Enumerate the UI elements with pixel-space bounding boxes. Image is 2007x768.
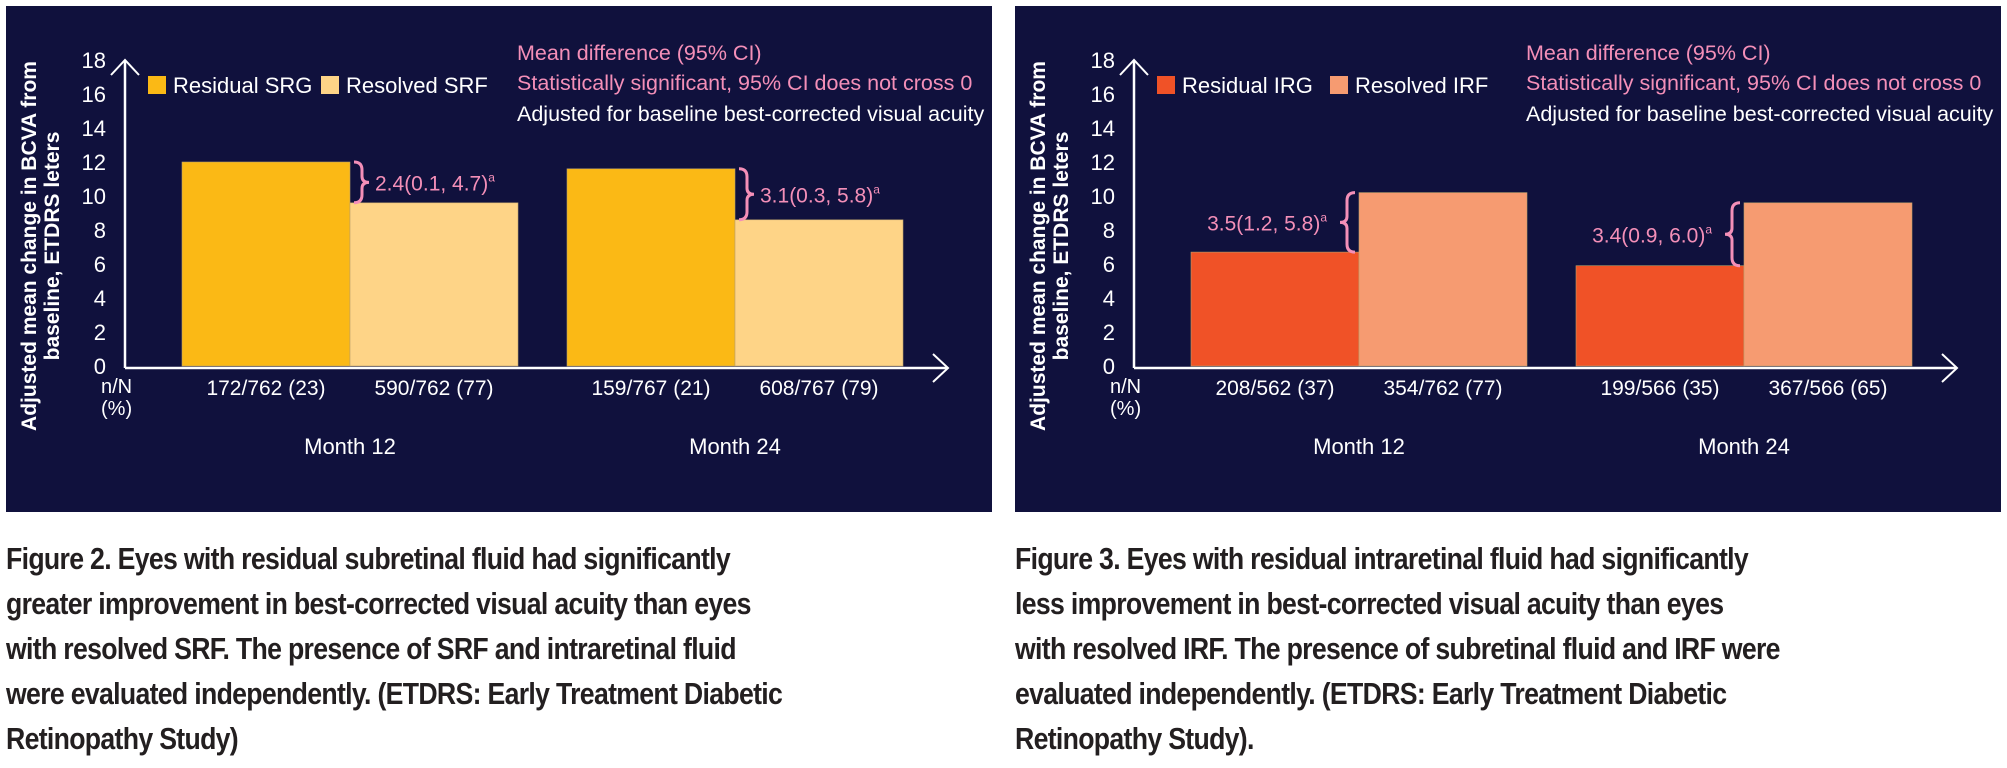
bar-resolved-srf — [734, 219, 904, 367]
bar-residual-srg — [566, 168, 736, 367]
bar-residual-irg — [1575, 265, 1745, 367]
bar-resolved-irf — [1358, 192, 1528, 367]
superscript: a — [873, 182, 880, 196]
y-axis-label-line: baseline, ETDRS leters — [41, 132, 64, 361]
y-axis-label: Adjusted mean change in BCVA frombaselin… — [1027, 61, 1073, 431]
caption-line: Figure 3. Eyes with residual intraretina… — [1015, 541, 1749, 576]
y-axis-label: Adjusted mean change in BCVA frombaselin… — [18, 61, 64, 431]
n-label: 354/762 (77) — [1383, 377, 1502, 400]
annotation-note: Mean difference (95% CI) — [517, 41, 762, 65]
superscript: a — [1320, 210, 1327, 224]
n-label: 199/566 (35) — [1600, 377, 1719, 400]
category-label: Month 12 — [1313, 434, 1405, 459]
row-label: (%) — [101, 398, 132, 420]
y-tick-label: 2 — [1103, 320, 1115, 345]
caption-line: greater improvement in best-corrected vi… — [6, 586, 751, 621]
difference-label: 2.4(0.1, 4.7)a — [375, 170, 495, 195]
difference-bracket-icon — [353, 160, 370, 205]
difference-bracket-icon — [1339, 191, 1356, 254]
x-axis-arrowhead-icon — [1941, 353, 1959, 383]
y-axis-label-line: Adjusted mean change in BCVA from — [18, 61, 41, 431]
y-tick-label: 16 — [82, 82, 106, 107]
figure-2-bar-chart: Adjusted mean change in BCVA frombaselin… — [18, 41, 985, 459]
row-label: (%) — [1110, 398, 1141, 420]
figure-3-caption: Figure 3. Eyes with residual intraretina… — [1015, 536, 1961, 761]
y-tick-label: 0 — [94, 354, 106, 379]
difference-bracket-icon — [738, 167, 755, 222]
bar-residual-irg — [1190, 251, 1360, 367]
caption-line: were evaluated independently. (ETDRS: Ea… — [6, 676, 783, 711]
legend-label: Residual IRG — [1182, 73, 1313, 98]
legend-label: Resolved SRF — [346, 73, 488, 98]
y-tick-label: 18 — [1091, 48, 1115, 73]
figure-3-chart-panel: Adjusted mean change in BCVA frombaselin… — [1015, 6, 2001, 512]
annotation-note: Adjusted for baseline best-corrected vis… — [517, 102, 985, 126]
y-tick-label: 14 — [82, 116, 106, 141]
y-axis-label-line: baseline, ETDRS leters — [1050, 132, 1073, 361]
category-label: Month 24 — [689, 434, 781, 459]
annotation-note: Statistically significant, 95% CI does n… — [1526, 71, 1981, 95]
superscript: a — [488, 170, 495, 184]
bar-resolved-irf — [1743, 202, 1913, 367]
y-tick-label: 6 — [1103, 252, 1115, 277]
y-tick-label: 10 — [1091, 184, 1115, 209]
bar-resolved-srf — [349, 202, 519, 367]
category-label: Month 24 — [1698, 434, 1790, 459]
caption-line: Figure 2. Eyes with residual subretinal … — [6, 541, 731, 576]
y-tick-label: 8 — [94, 218, 106, 243]
y-axis-label-line: Adjusted mean change in BCVA from — [1027, 61, 1050, 431]
caption-line: Retinopathy Study) — [6, 721, 239, 756]
y-tick-label: 2 — [94, 320, 106, 345]
y-tick-label: 10 — [82, 184, 106, 209]
caption-line: Retinopathy Study). — [1015, 721, 1254, 756]
category-label: Month 12 — [304, 434, 396, 459]
n-label: 208/562 (37) — [1215, 377, 1334, 400]
y-tick-label: 8 — [1103, 218, 1115, 243]
bar-residual-srg — [181, 161, 351, 367]
legend-label: Residual SRG — [173, 73, 312, 98]
n-label: 608/767 (79) — [759, 377, 878, 400]
legend-swatch-icon — [148, 76, 166, 94]
y-tick-label: 16 — [1091, 82, 1115, 107]
difference-label: 3.5(1.2, 5.8)a — [1207, 210, 1327, 235]
annotation-note: Statistically significant, 95% CI does n… — [517, 71, 972, 95]
caption-line: less improvement in best-corrected visua… — [1015, 586, 1724, 621]
y-tick-label: 18 — [82, 48, 106, 73]
y-tick-label: 4 — [1103, 286, 1115, 311]
y-axis-arrowhead-icon — [110, 58, 140, 76]
difference-bracket-icon — [1724, 201, 1741, 268]
difference-label: 3.4(0.9, 6.0)a — [1592, 222, 1712, 247]
caption-line: evaluated independently. (ETDRS: Early T… — [1015, 676, 1727, 711]
figure-2-caption: Figure 2. Eyes with residual subretinal … — [6, 536, 952, 761]
y-tick-label: 12 — [82, 150, 106, 175]
caption-line: with resolved SRF. The presence of SRF a… — [6, 631, 737, 666]
y-tick-label: 12 — [1091, 150, 1115, 175]
legend-label: Resolved IRF — [1355, 73, 1488, 98]
legend-swatch-icon — [321, 76, 339, 94]
figure-3-bar-chart: Adjusted mean change in BCVA frombaselin… — [1027, 41, 1994, 459]
row-label: n/N — [1110, 376, 1141, 398]
n-label: 159/767 (21) — [591, 377, 710, 400]
caption-line: with resolved IRF. The presence of subre… — [1015, 631, 1781, 666]
annotation-note: Mean difference (95% CI) — [1526, 41, 1771, 65]
y-tick-label: 0 — [1103, 354, 1115, 379]
legend-swatch-icon — [1157, 76, 1175, 94]
y-tick-label: 6 — [94, 252, 106, 277]
n-label: 367/566 (65) — [1768, 377, 1887, 400]
n-label: 590/762 (77) — [374, 377, 493, 400]
y-tick-label: 14 — [1091, 116, 1115, 141]
annotation-note: Adjusted for baseline best-corrected vis… — [1526, 102, 1994, 126]
legend-swatch-icon — [1330, 76, 1348, 94]
difference-label: 3.1(0.3, 5.8)a — [760, 182, 880, 207]
y-tick-label: 4 — [94, 286, 106, 311]
superscript: a — [1705, 222, 1712, 236]
row-label: n/N — [101, 376, 132, 398]
y-axis-arrowhead-icon — [1119, 58, 1149, 76]
n-label: 172/762 (23) — [206, 377, 325, 400]
x-axis-arrowhead-icon — [932, 353, 950, 383]
figure-2-chart-panel: Adjusted mean change in BCVA frombaselin… — [6, 6, 992, 512]
